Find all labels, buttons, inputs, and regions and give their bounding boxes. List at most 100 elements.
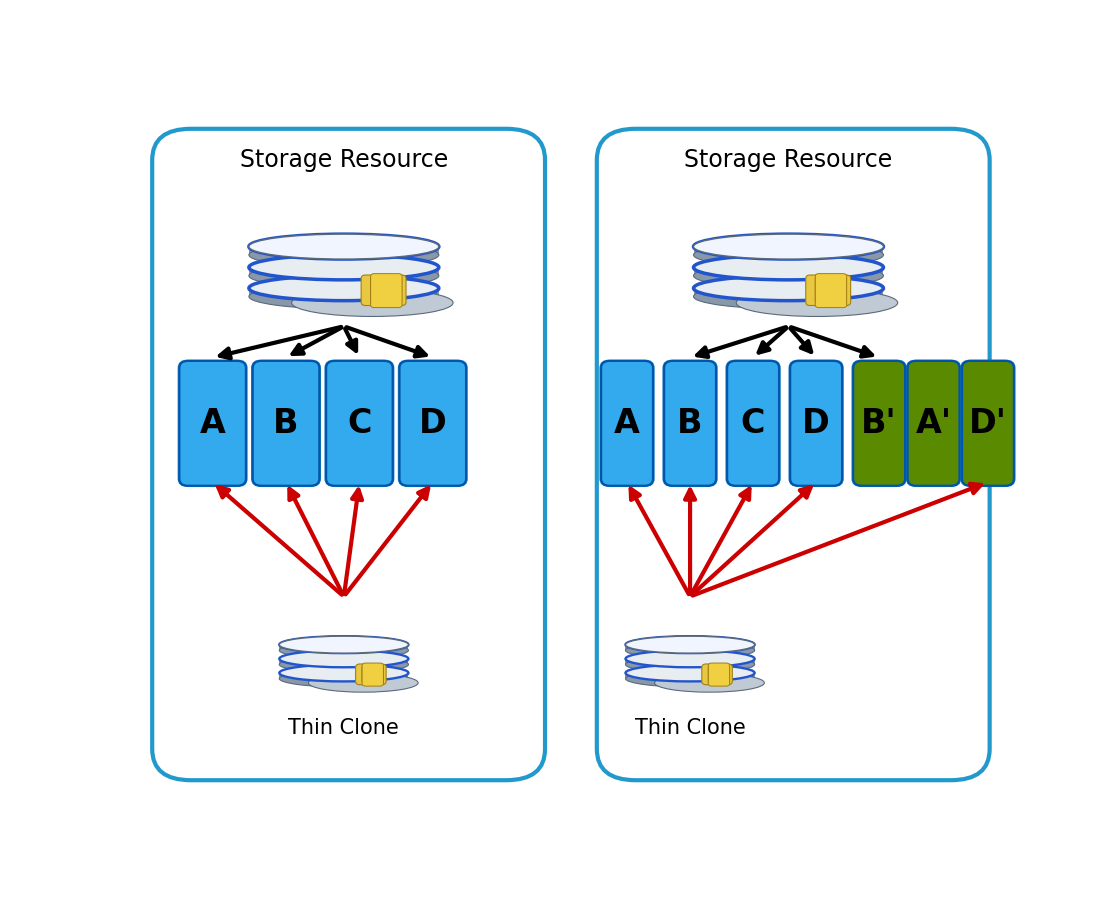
Ellipse shape <box>248 284 439 309</box>
Ellipse shape <box>625 651 754 667</box>
Polygon shape <box>625 673 754 679</box>
FancyBboxPatch shape <box>251 360 321 487</box>
FancyBboxPatch shape <box>727 361 779 486</box>
FancyBboxPatch shape <box>179 361 246 486</box>
FancyBboxPatch shape <box>789 360 843 487</box>
FancyBboxPatch shape <box>324 360 394 487</box>
FancyBboxPatch shape <box>377 665 383 684</box>
Polygon shape <box>694 288 883 296</box>
Ellipse shape <box>248 234 439 259</box>
FancyBboxPatch shape <box>177 360 247 487</box>
Polygon shape <box>868 288 883 296</box>
FancyBboxPatch shape <box>790 361 842 486</box>
Polygon shape <box>248 247 439 255</box>
Polygon shape <box>280 659 290 664</box>
Polygon shape <box>398 644 409 651</box>
Ellipse shape <box>625 636 754 653</box>
Text: D': D' <box>969 407 1007 440</box>
Polygon shape <box>280 644 409 651</box>
FancyBboxPatch shape <box>725 360 781 487</box>
Polygon shape <box>423 247 439 255</box>
Ellipse shape <box>655 673 764 692</box>
FancyBboxPatch shape <box>722 665 730 684</box>
Polygon shape <box>398 673 409 679</box>
Text: D: D <box>419 407 447 440</box>
Polygon shape <box>744 644 754 651</box>
Ellipse shape <box>248 242 439 267</box>
Text: Thin Clone: Thin Clone <box>635 718 745 738</box>
FancyBboxPatch shape <box>908 361 959 486</box>
Polygon shape <box>248 247 264 255</box>
FancyBboxPatch shape <box>391 276 402 304</box>
Text: B: B <box>677 407 703 440</box>
Ellipse shape <box>694 284 883 309</box>
FancyBboxPatch shape <box>906 360 961 487</box>
Ellipse shape <box>625 664 754 681</box>
FancyBboxPatch shape <box>371 274 402 308</box>
FancyBboxPatch shape <box>664 361 716 486</box>
FancyBboxPatch shape <box>836 276 847 304</box>
Ellipse shape <box>625 656 754 673</box>
Ellipse shape <box>280 664 409 681</box>
FancyBboxPatch shape <box>715 665 722 684</box>
Text: B': B' <box>861 407 897 440</box>
Polygon shape <box>625 673 636 679</box>
Ellipse shape <box>248 255 439 280</box>
FancyBboxPatch shape <box>253 361 320 486</box>
Polygon shape <box>280 673 409 679</box>
FancyBboxPatch shape <box>362 665 369 684</box>
Polygon shape <box>625 659 754 664</box>
FancyBboxPatch shape <box>599 360 655 487</box>
Ellipse shape <box>625 642 754 659</box>
FancyBboxPatch shape <box>153 129 545 780</box>
Ellipse shape <box>694 255 883 280</box>
FancyBboxPatch shape <box>369 665 377 684</box>
Ellipse shape <box>248 234 439 259</box>
FancyBboxPatch shape <box>326 361 392 486</box>
Polygon shape <box>868 247 883 255</box>
FancyBboxPatch shape <box>709 663 730 686</box>
Text: A': A' <box>916 407 951 440</box>
FancyBboxPatch shape <box>709 665 715 684</box>
Polygon shape <box>248 267 439 275</box>
Text: B: B <box>273 407 299 440</box>
Polygon shape <box>694 247 710 255</box>
FancyBboxPatch shape <box>400 361 466 486</box>
FancyBboxPatch shape <box>381 276 391 304</box>
Polygon shape <box>744 659 754 664</box>
Text: Storage Resource: Storage Resource <box>240 148 448 172</box>
Text: C: C <box>741 407 765 440</box>
Ellipse shape <box>309 673 418 692</box>
FancyBboxPatch shape <box>805 275 851 305</box>
FancyBboxPatch shape <box>815 274 847 308</box>
Ellipse shape <box>694 242 883 267</box>
FancyBboxPatch shape <box>825 276 836 304</box>
FancyBboxPatch shape <box>960 360 1016 487</box>
FancyBboxPatch shape <box>702 664 732 685</box>
Polygon shape <box>694 247 883 255</box>
Ellipse shape <box>280 636 409 653</box>
FancyBboxPatch shape <box>663 360 717 487</box>
Polygon shape <box>694 267 883 275</box>
FancyBboxPatch shape <box>815 276 825 304</box>
Text: Storage Resource: Storage Resource <box>684 148 892 172</box>
Ellipse shape <box>280 636 409 653</box>
FancyBboxPatch shape <box>362 663 383 686</box>
Polygon shape <box>423 288 439 296</box>
Ellipse shape <box>280 670 409 687</box>
Polygon shape <box>398 659 409 664</box>
FancyBboxPatch shape <box>851 360 907 487</box>
Polygon shape <box>694 267 710 275</box>
Text: D: D <box>802 407 830 440</box>
Polygon shape <box>744 673 754 679</box>
Ellipse shape <box>694 275 883 301</box>
Ellipse shape <box>694 263 883 288</box>
Ellipse shape <box>625 670 754 687</box>
Polygon shape <box>625 644 754 651</box>
Ellipse shape <box>248 275 439 301</box>
Polygon shape <box>280 644 290 651</box>
Text: A: A <box>199 407 225 440</box>
Polygon shape <box>248 288 439 296</box>
Ellipse shape <box>280 642 409 659</box>
Polygon shape <box>248 267 264 275</box>
